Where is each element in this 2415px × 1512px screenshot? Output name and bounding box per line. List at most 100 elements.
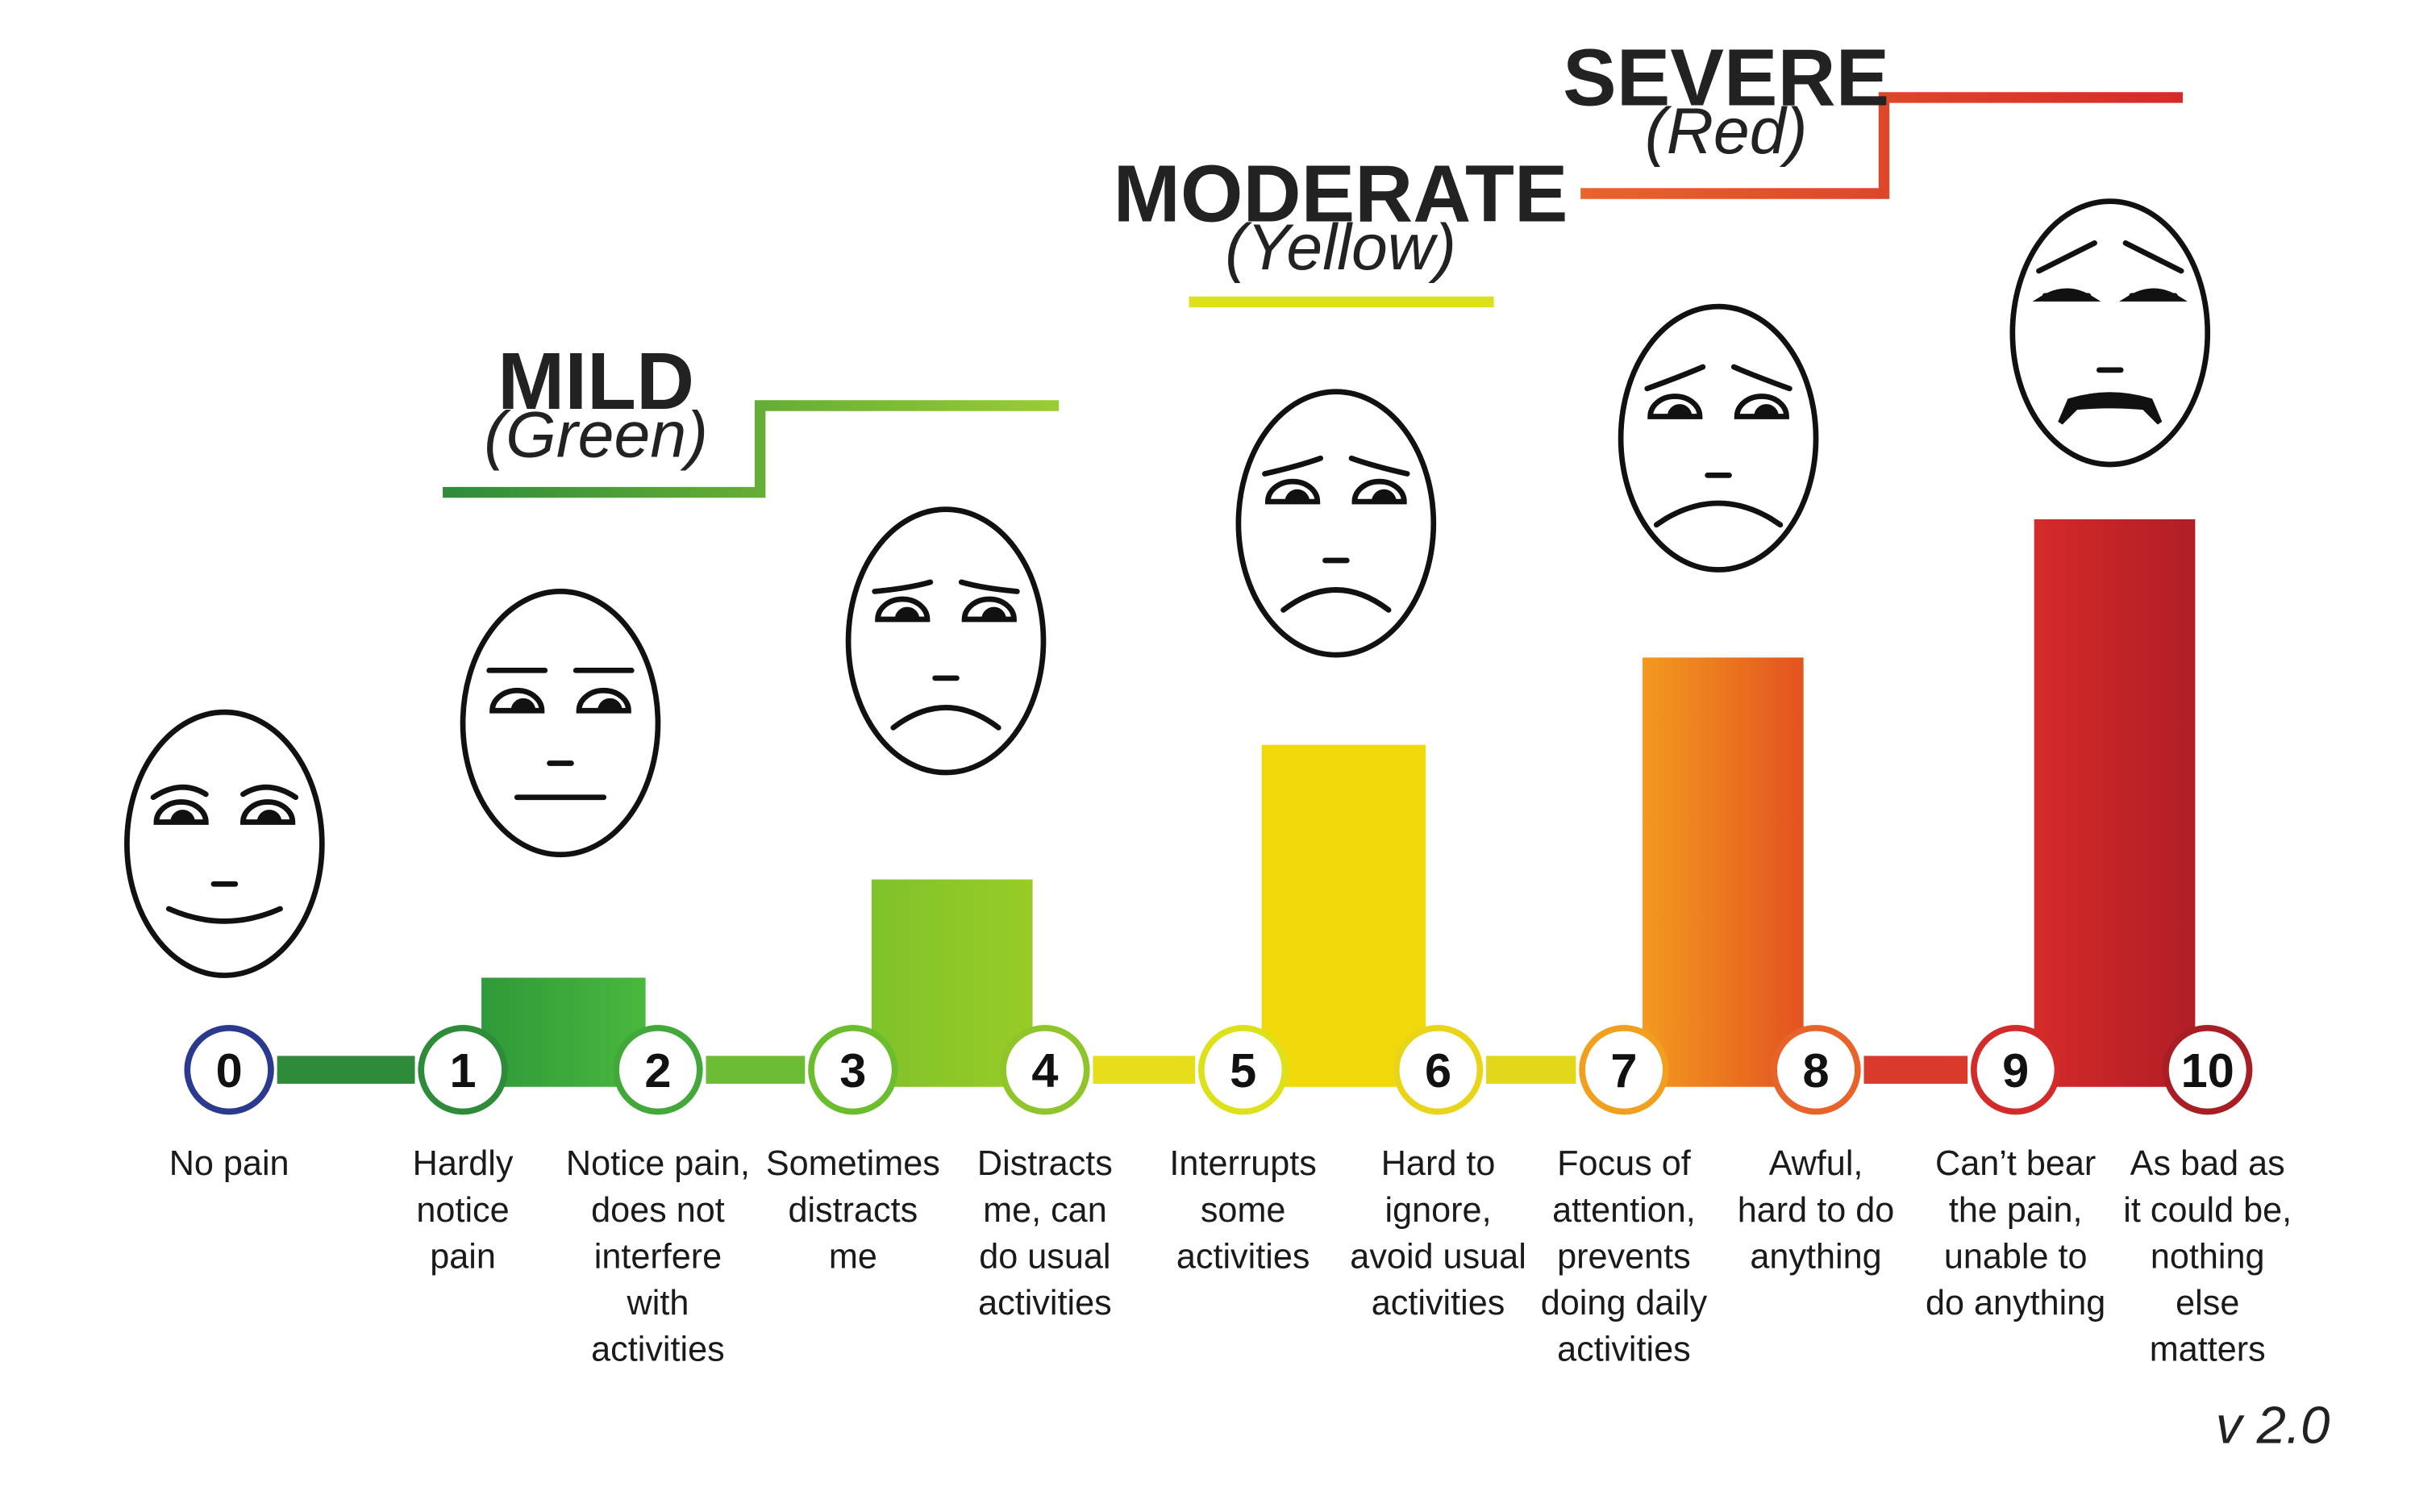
scale-point-8: 8 bbox=[1771, 1024, 1861, 1115]
connector-0-1 bbox=[277, 1056, 415, 1084]
description-line: does not bbox=[591, 1191, 725, 1230]
connector-6-7 bbox=[1486, 1056, 1576, 1084]
description-line: some bbox=[1201, 1191, 1286, 1230]
description-line: Focus of bbox=[1557, 1144, 1692, 1183]
scale-circle-4 bbox=[1000, 1024, 1090, 1115]
description-line: distracts bbox=[788, 1191, 918, 1230]
scale-number-9: 9 bbox=[2002, 1043, 2029, 1098]
description-line: nothing bbox=[2151, 1237, 2265, 1276]
scale-circle-10 bbox=[2163, 1024, 2253, 1115]
scale-circle-0 bbox=[184, 1024, 274, 1115]
description-line: avoid usual bbox=[1350, 1237, 1526, 1276]
description-1: Hardly notice pain bbox=[413, 1144, 514, 1276]
scale-point-9: 9 bbox=[1970, 1024, 2061, 1115]
bar-7 bbox=[1642, 657, 1804, 1087]
description-3: Sometimes distracts me bbox=[766, 1144, 940, 1276]
face-7-icon bbox=[1618, 303, 1819, 573]
scale-circle-2 bbox=[613, 1024, 703, 1115]
faces bbox=[124, 198, 2211, 978]
scale-point-7: 7 bbox=[1579, 1024, 1669, 1115]
mild-bracket-line bbox=[443, 400, 1060, 498]
scale-circle-9 bbox=[1970, 1024, 2061, 1115]
description-line: interfere bbox=[594, 1237, 722, 1276]
description-line: Notice pain, bbox=[566, 1144, 750, 1183]
descriptions: No pain Hardly notice pain Notice pain, does … bbox=[169, 1144, 2292, 1368]
description-line: Can’t bear bbox=[1935, 1144, 2096, 1183]
scale-point-10: 10 bbox=[2163, 1024, 2253, 1115]
description-line: it could be, bbox=[2123, 1191, 2292, 1230]
face-3-icon bbox=[845, 506, 1047, 776]
description-10: As bad as it could be, nothing else matters bbox=[2123, 1144, 2292, 1368]
description-line: notice bbox=[416, 1191, 509, 1230]
scale-number-5: 5 bbox=[1230, 1043, 1256, 1098]
scale-circle-1 bbox=[418, 1024, 508, 1115]
severe-color-label: (Red) bbox=[1645, 95, 1808, 168]
description-line: hard to do bbox=[1738, 1191, 1894, 1230]
description-line: matters bbox=[2150, 1331, 2266, 1369]
scale-point-0: 0 bbox=[184, 1024, 274, 1115]
description-line: do anything bbox=[1926, 1284, 2105, 1322]
description-line: prevents bbox=[1557, 1237, 1691, 1276]
scale-point-1: 1 bbox=[418, 1024, 508, 1115]
description-line: Hardly bbox=[413, 1144, 514, 1183]
mild-color-label: (Green) bbox=[484, 398, 708, 471]
face-9-icon bbox=[2009, 198, 2211, 468]
bar-9 bbox=[2034, 519, 2196, 1087]
severe-bracket-line bbox=[1580, 92, 2184, 199]
scale-point-2: 2 bbox=[613, 1024, 703, 1115]
scale-number-4: 4 bbox=[1031, 1043, 1058, 1098]
bar-5 bbox=[1261, 744, 1426, 1087]
scale-number-7: 7 bbox=[1610, 1043, 1637, 1098]
description-line: No pain bbox=[169, 1144, 289, 1183]
description-6: Hard to ignore, avoid usual activities bbox=[1350, 1144, 1526, 1322]
scale-number-6: 6 bbox=[1425, 1043, 1451, 1098]
description-line: do usual bbox=[979, 1237, 1110, 1276]
description-line: doing daily bbox=[1541, 1284, 1708, 1322]
description-line: unable to bbox=[1944, 1237, 2088, 1276]
category-severe: SEVERE (Red) bbox=[1563, 34, 2184, 199]
description-line: Sometimes bbox=[766, 1144, 940, 1183]
moderate-color-label: (Yellow) bbox=[1225, 211, 1456, 284]
description-line: activities bbox=[1557, 1331, 1691, 1369]
scale-circle-3 bbox=[808, 1024, 898, 1115]
description-line: the pain, bbox=[1949, 1191, 2083, 1230]
description-5: Interrupts some activities bbox=[1169, 1144, 1316, 1276]
scale-circle-6 bbox=[1393, 1024, 1484, 1115]
description-8: Awful, hard to do anything bbox=[1738, 1144, 1894, 1276]
category-moderate: MODERATE (Yellow) bbox=[1114, 150, 1568, 308]
description-line: Interrupts bbox=[1169, 1144, 1316, 1183]
description-0: No pain bbox=[169, 1144, 289, 1183]
face-5-icon bbox=[1235, 389, 1437, 658]
description-line: Awful, bbox=[1769, 1144, 1863, 1183]
scale-circle-5 bbox=[1197, 1024, 1289, 1115]
connectors bbox=[277, 1056, 1968, 1084]
connector-2-3 bbox=[706, 1056, 806, 1084]
scale-points: 0 1 2 3 4 5 6 7 8 9 10 bbox=[184, 1024, 2253, 1115]
version-label: v 2.0 bbox=[2216, 1395, 2330, 1454]
description-line: attention, bbox=[1552, 1191, 1696, 1230]
bars bbox=[481, 519, 2196, 1087]
description-line: Distracts bbox=[977, 1144, 1113, 1183]
connector-8-9 bbox=[1863, 1056, 1968, 1084]
face-0-icon bbox=[124, 709, 325, 978]
scale-point-3: 3 bbox=[808, 1024, 898, 1115]
description-line: activities bbox=[1372, 1284, 1505, 1322]
mild-label: MILD bbox=[498, 337, 694, 427]
description-line: anything bbox=[1750, 1237, 1881, 1276]
scale-point-6: 6 bbox=[1393, 1024, 1484, 1115]
description-4: Distracts me, can do usual activities bbox=[977, 1144, 1113, 1322]
description-2: Notice pain, does not interfere with activit… bbox=[566, 1144, 750, 1368]
scale-point-4: 4 bbox=[1000, 1024, 1090, 1115]
scale-point-5: 5 bbox=[1197, 1024, 1289, 1115]
description-line: activities bbox=[591, 1331, 725, 1369]
moderate-label: MODERATE bbox=[1114, 150, 1568, 240]
scale-number-3: 3 bbox=[839, 1043, 866, 1098]
description-line: pain bbox=[430, 1237, 496, 1276]
description-line: me, can bbox=[983, 1191, 1107, 1230]
scale-number-8: 8 bbox=[1802, 1043, 1829, 1098]
description-line: me bbox=[829, 1237, 877, 1276]
face-1-icon bbox=[460, 589, 661, 858]
scale-circle-8 bbox=[1771, 1024, 1861, 1115]
